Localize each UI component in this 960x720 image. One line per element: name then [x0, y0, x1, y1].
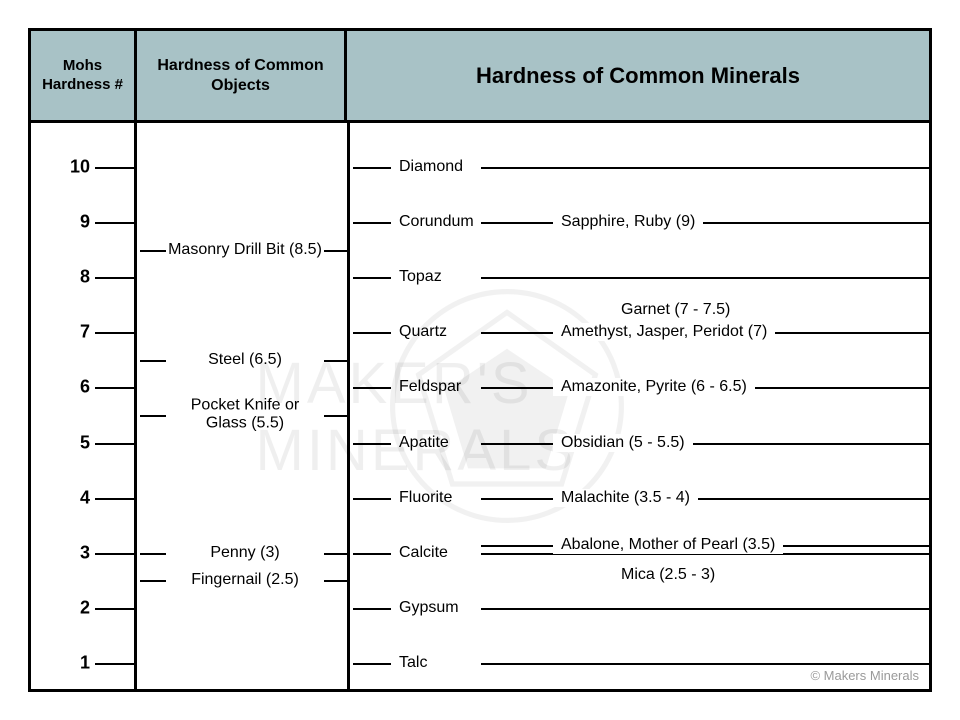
object-line	[140, 415, 166, 417]
index-mineral-label: Talc	[399, 654, 427, 672]
minerals-column: Diamond Corundum Topaz Quartz Feldspar Apatit…	[353, 123, 929, 689]
extra-mineral-label: Malachite (3.5 - 4)	[553, 489, 698, 507]
mineral-line	[353, 277, 391, 279]
object-line	[324, 580, 350, 582]
mineral-line	[353, 608, 391, 610]
object-line	[140, 580, 166, 582]
scale-number: 8	[30, 267, 90, 288]
object-line	[324, 250, 350, 252]
chart-body: MAKER'S MINERALS 10987654321 Masonry Dri…	[31, 123, 929, 689]
mineral-line	[481, 222, 929, 224]
index-mineral-label: Fluorite	[399, 489, 452, 507]
index-mineral-label: Apatite	[399, 434, 449, 452]
mineral-line	[353, 332, 391, 334]
object-line	[324, 415, 350, 417]
header-col3-label: Hardness of Common Minerals	[476, 63, 800, 89]
scale-number: 4	[30, 487, 90, 508]
extra-mineral-label: Obsidian (5 - 5.5)	[553, 434, 693, 452]
copyright-text: © Makers Minerals	[810, 668, 919, 683]
extra-mineral-label: Abalone, Mother of Pearl (3.5)	[553, 536, 783, 554]
header-row: Mohs Hardness # Hardness of Common Objec…	[31, 31, 929, 123]
index-mineral-label: Corundum	[399, 213, 474, 231]
object-label: Masonry Drill Bit (8.5)	[168, 241, 322, 259]
object-line	[140, 250, 166, 252]
index-mineral-label: Gypsum	[399, 599, 459, 617]
header-col-mohs: Mohs Hardness #	[31, 31, 137, 120]
extra-mineral-label: Amazonite, Pyrite (6 - 6.5)	[553, 378, 755, 396]
header-col1-label: Mohs Hardness #	[31, 57, 134, 95]
scale-number: 1	[30, 653, 90, 674]
mineral-line	[481, 608, 929, 610]
scale-tick	[95, 553, 137, 555]
scale-column: 10 9 8 7 6 5 4 3 2 1	[31, 123, 137, 689]
scale-tick	[95, 167, 137, 169]
object-label: Pocket Knife or Glass (5.5)	[170, 397, 320, 434]
scale-number: 7	[30, 322, 90, 343]
mineral-line	[353, 498, 391, 500]
mineral-line	[481, 663, 929, 665]
index-mineral-label: Quartz	[399, 323, 447, 341]
scale-tick	[95, 277, 137, 279]
scale-number: 10	[30, 157, 90, 178]
scale-number: 9	[30, 212, 90, 233]
scale-tick	[95, 387, 137, 389]
header-col-minerals: Hardness of Common Minerals	[347, 31, 929, 120]
object-label: Fingernail (2.5)	[191, 571, 299, 589]
objects-column: Masonry Drill Bit (8.5) Steel (6.5) Pocket…	[140, 123, 350, 689]
mineral-line	[353, 167, 391, 169]
mineral-line	[481, 277, 929, 279]
chart-frame: Mohs Hardness # Hardness of Common Objec…	[28, 28, 932, 692]
scale-tick	[95, 443, 137, 445]
extra-mineral-label: Sapphire, Ruby (9)	[553, 213, 703, 231]
extra-mineral-label: Amethyst, Jasper, Peridot (7)	[553, 323, 775, 341]
index-mineral-label: Calcite	[399, 544, 448, 562]
scale-tick	[95, 222, 137, 224]
mineral-line	[353, 387, 391, 389]
scale-tick	[95, 608, 137, 610]
index-mineral-label: Topaz	[399, 268, 442, 286]
index-mineral-label: Diamond	[399, 158, 463, 176]
scale-tick	[95, 498, 137, 500]
mineral-line	[481, 498, 929, 500]
mineral-line	[353, 222, 391, 224]
scale-tick	[95, 663, 137, 665]
index-mineral-label: Feldspar	[399, 378, 461, 396]
extra-mineral-label: Mica (2.5 - 3)	[613, 566, 723, 584]
scale-number: 2	[30, 597, 90, 618]
mineral-line	[353, 553, 391, 555]
header-col2-label: Hardness of Common Objects	[137, 56, 344, 96]
mineral-line	[481, 443, 929, 445]
object-line	[140, 553, 166, 555]
object-line	[324, 360, 350, 362]
scale-number: 6	[30, 377, 90, 398]
header-col-objects: Hardness of Common Objects	[137, 31, 347, 120]
mineral-line	[353, 663, 391, 665]
mineral-line	[481, 167, 929, 169]
object-line	[140, 360, 166, 362]
scale-tick	[95, 332, 137, 334]
extra-mineral-label: Garnet (7 - 7.5)	[613, 301, 738, 319]
scale-number: 5	[30, 432, 90, 453]
mineral-line	[353, 443, 391, 445]
object-line	[324, 553, 350, 555]
scale-number: 3	[30, 542, 90, 563]
object-label: Steel (6.5)	[208, 351, 282, 369]
object-label: Penny (3)	[210, 544, 279, 562]
